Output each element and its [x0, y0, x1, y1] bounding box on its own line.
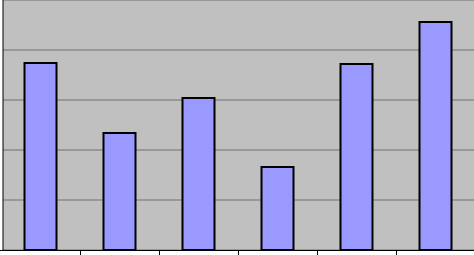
bar	[339, 63, 374, 251]
plot-area	[3, 0, 474, 250]
bar	[181, 97, 216, 251]
bar	[23, 62, 58, 251]
bar	[260, 166, 295, 251]
bar	[102, 132, 137, 251]
bar	[418, 21, 453, 251]
